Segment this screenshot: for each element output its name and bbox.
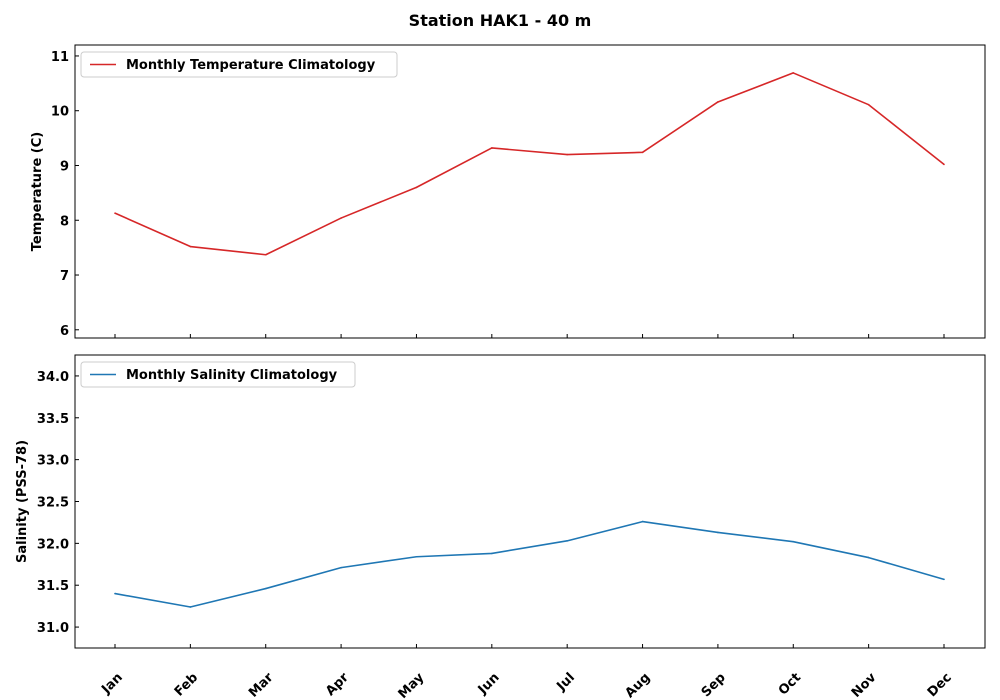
y-tick-label: 32.5 — [37, 496, 69, 511]
x-tick-label: Mar — [246, 670, 277, 700]
x-tick-label: Apr — [323, 670, 352, 699]
data-point — [717, 531, 719, 534]
legend: Monthly Salinity Climatology — [80, 361, 356, 388]
x-tick-label: Aug — [623, 670, 654, 700]
data-point — [415, 186, 418, 189]
y-tick-label: 11 — [51, 50, 69, 65]
x-tick-label: Jan — [98, 670, 125, 697]
series-line-1 — [114, 72, 945, 256]
chart-title: Station HAK1 - 40 m — [409, 11, 592, 30]
data-point — [415, 555, 418, 558]
y-tick-label: 31.5 — [37, 579, 69, 594]
x-tick-label: Jul — [554, 670, 578, 694]
data-point — [717, 101, 719, 103]
axes-frame — [74, 44, 986, 339]
axes-frame — [74, 354, 986, 649]
data-point — [943, 163, 945, 166]
data-point — [114, 212, 116, 214]
data-point — [867, 103, 870, 106]
y-tick-label: 8 — [60, 214, 69, 229]
y-tick-label: 10 — [51, 105, 69, 120]
legend-box — [80, 51, 398, 78]
data-point — [491, 552, 493, 555]
panel-1: 6 7 8 9 10 11 Temperature (C) Monthly Temperatu… — [30, 44, 986, 339]
legend-label: Monthly Salinity Climatology — [126, 368, 338, 383]
y-tick-label: 32.0 — [37, 537, 69, 552]
data-point — [189, 606, 192, 608]
y-axis-label: Salinity (PSS-78) — [15, 440, 30, 563]
series-line-1 — [114, 520, 945, 608]
legend-box — [80, 361, 356, 388]
y-tick-label: 7 — [60, 269, 69, 284]
data-point — [264, 587, 267, 590]
data-point — [340, 217, 342, 219]
data-point — [566, 153, 568, 156]
x-tick-label: May — [396, 670, 428, 700]
legend: Monthly Temperature Climatology — [80, 51, 398, 78]
x-tick-label: Oct — [776, 670, 804, 698]
x-tick-label: Dec — [925, 670, 955, 700]
y-tick-label: 9 — [60, 159, 69, 174]
x-tick-label: Nov — [849, 670, 880, 700]
y-tick-label: 6 — [60, 324, 69, 339]
x-tick-label: Sep — [699, 670, 729, 700]
data-point — [264, 253, 267, 256]
data-point — [491, 147, 493, 149]
data-point — [114, 592, 116, 595]
y-tick-label: 33.0 — [37, 454, 69, 469]
data-point — [943, 578, 945, 581]
x-tick-label: Jun — [475, 670, 503, 698]
legend-label: Monthly Temperature Climatology — [126, 58, 376, 73]
data-point — [792, 72, 795, 74]
y-tick-label: 34.0 — [37, 370, 69, 385]
x-tick-label: Feb — [172, 670, 201, 699]
data-point — [340, 566, 342, 569]
data-point — [189, 245, 192, 248]
data-point — [641, 151, 644, 154]
data-point — [566, 540, 568, 542]
y-tick-label: 31.0 — [37, 621, 69, 636]
y-axis-label: Temperature (C) — [30, 132, 45, 251]
data-point — [867, 556, 870, 559]
panel-2: 31.0 31.5 32.0 32.5 33.0 33.5 34.0 Salinity (PS… — [15, 354, 986, 700]
data-point — [641, 520, 644, 523]
data-point — [792, 540, 795, 543]
y-tick-label: 33.5 — [37, 412, 69, 427]
